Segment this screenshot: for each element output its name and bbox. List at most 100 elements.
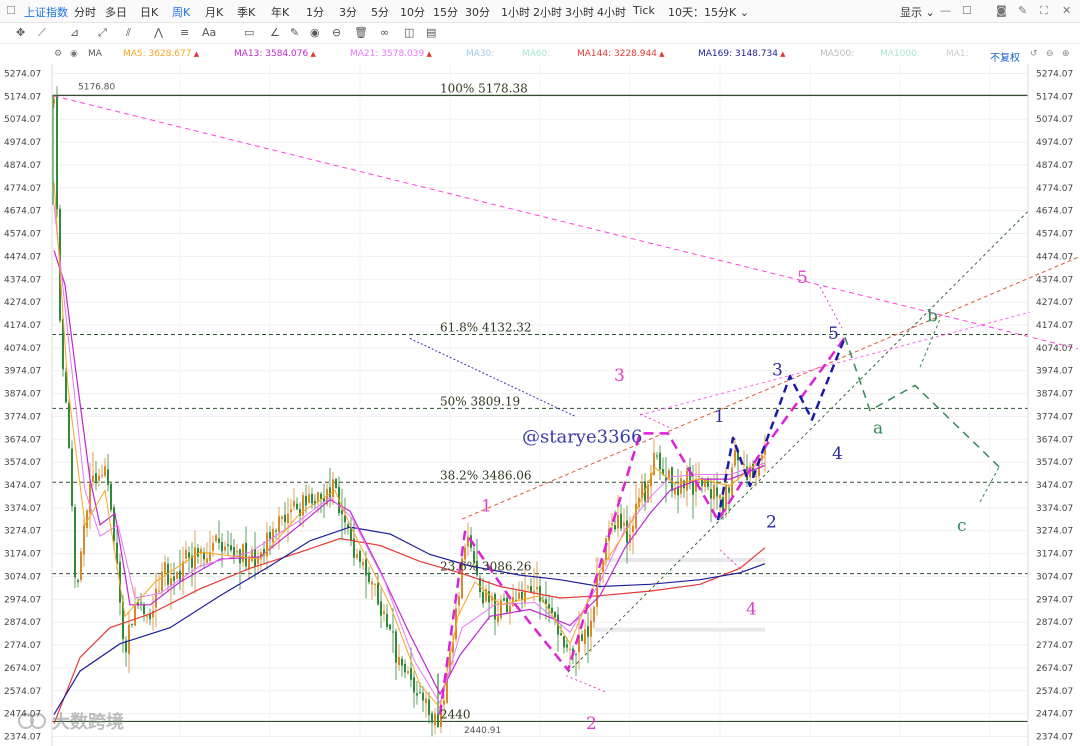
period-tab[interactable]: 月K [205,6,224,19]
window-icon[interactable]: ☐ [6,4,16,17]
ma-label[interactable]: MA [88,49,102,59]
more-icon[interactable]: ▤ [426,26,437,39]
candle-body [518,592,520,599]
wave2-marker [565,675,607,693]
candle-body [422,692,424,701]
ma-legend-item[interactable]: MA30: [466,49,494,59]
fib-tool-icon[interactable]: ≡ [180,26,190,39]
candle-body [173,576,175,582]
crosshair-icon[interactable]: ✥ [16,26,26,39]
candle-body [98,475,100,481]
candle-body [77,580,79,583]
period-tab[interactable]: 多日 [105,6,127,19]
period-tab[interactable]: 2小时 [533,6,562,19]
period-tab[interactable]: 5分 [371,6,389,19]
settings-icon[interactable]: ⚙ [54,49,63,59]
y-tick-label-left: 3974.07 [4,367,41,377]
candle-body [626,520,628,543]
candle-body [584,629,586,645]
ma-legend-item[interactable]: MA21: 3578.039 ▲ [350,49,432,59]
lock-icon[interactable]: ⊖ [332,26,342,39]
price-axes: 5274.07 5274.07 5174.07 5174.07 5074.07 5074.… [4,64,1073,746]
y-tick-label-right: 4974.07 [1036,138,1073,148]
candle-body [593,606,595,623]
display-select[interactable]: 显示 ⌄ [900,6,935,19]
minimize-icon[interactable]: — [940,4,951,17]
ma-legend-item[interactable]: MA500: [820,49,854,59]
index-name[interactable]: 上证指数 [24,6,68,19]
period-tab[interactable]: 15分 [433,6,458,19]
candle-body [434,713,436,726]
adjust-mode-button[interactable]: 不复权 [990,53,1020,64]
period-tab[interactable]: 10分 [400,6,425,19]
candle-body [245,542,247,567]
camera-icon[interactable]: ◙ [996,4,1007,17]
angle-tool-icon[interactable]: ∠ [270,26,280,39]
candle-body [629,534,631,543]
fullscreen-icon[interactable]: ⛶ [1040,4,1048,17]
ma-legend-item[interactable]: MA144: 3228.944 ▲ [577,49,665,59]
period-tab[interactable]: 3分 [339,6,357,19]
edit-icon[interactable]: ✎ [290,26,300,39]
period-tab[interactable]: 分时 [74,6,96,19]
period-tab[interactable]: Tick [633,4,655,17]
period-tab[interactable]: 3小时 [565,6,594,19]
candle-body [416,693,418,696]
layers-icon[interactable]: ◫ [404,26,415,39]
line-tool-icon[interactable]: ⟋ [38,26,46,39]
period-tab[interactable]: 4小时 [597,6,626,19]
trend-tool-icon[interactable]: ⊿ [70,26,80,39]
ma-legend-item[interactable]: MA13: 3584.076 ▲ [234,49,316,59]
candle-body [488,591,490,603]
period-tab[interactable]: 1小时 [501,6,530,19]
text-tool-icon[interactable]: Aa [202,26,217,39]
period-tab[interactable]: 年K [271,6,290,19]
candle-body [353,538,355,558]
back-icon[interactable]: ↺ [1030,49,1038,59]
polyline-tool-icon[interactable]: ⋀ [154,26,164,39]
period-tab[interactable]: 周K [172,6,191,19]
ma-legend-item[interactable]: MA60: [522,49,550,59]
ray-tool-icon[interactable]: ⤢ [98,26,107,39]
candle-body [482,591,484,604]
link-icon[interactable]: ∞ [380,26,390,39]
period-tab[interactable]: 季K [237,6,256,19]
candle-body [374,583,376,585]
author-watermark: @starye3366 [522,427,642,448]
candle-body [455,608,457,640]
eye-icon[interactable]: ◉ [70,49,78,59]
period-tab[interactable]: 日K [140,6,159,19]
trash-icon[interactable]: 🗑 [354,26,368,39]
y-tick-label-right: 5174.07 [1036,92,1073,102]
ma-legend-item[interactable]: MA1: [946,49,969,59]
candle-body [407,671,409,674]
candle-body [674,488,676,495]
multi-period-select[interactable]: 10天：15分K ⌄ [668,6,749,19]
period-tab[interactable]: 30分 [465,6,490,19]
ma-legend-item[interactable]: MA1000: [880,49,920,59]
zoom-in-icon[interactable]: ⊕ [1062,49,1070,59]
candle-body [320,493,322,499]
eye-icon[interactable]: ◉ [310,26,320,39]
comment-icon[interactable]: ▭ [244,26,255,39]
ma-legend-item[interactable]: MA5: 3628.677 ▲ [123,49,199,59]
close-icon[interactable]: ✕ [1062,4,1072,17]
channel-tool-icon[interactable]: ⫽ [126,26,131,39]
candle-body [614,525,616,530]
high-price-label: 5176.80 [78,83,115,93]
candle-body [590,620,592,637]
candle-body [275,530,277,532]
candle-body [182,561,184,582]
zoom-out-icon[interactable]: ⊖ [1046,49,1054,59]
pen-icon[interactable]: ✎ [1018,4,1028,17]
y-tick-label-right: 3874.07 [1036,390,1073,400]
y-tick-label-left: 3874.07 [4,390,41,400]
candle-body [515,600,517,602]
candle-body [386,613,388,627]
candle-body [350,527,352,541]
period-tab[interactable]: 1分 [306,6,324,19]
ma-legend-item[interactable]: MA169: 3148.734 ▲ [698,49,786,59]
restore-icon[interactable]: ☐ [962,4,972,17]
candle-body [524,590,526,603]
